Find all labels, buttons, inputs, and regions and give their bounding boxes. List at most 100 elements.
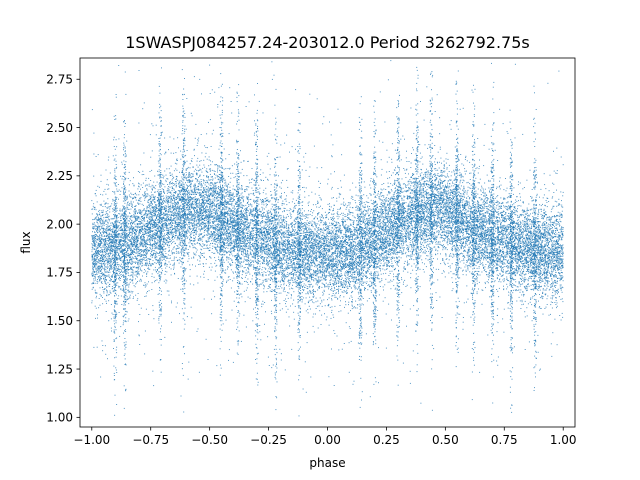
data-point: [299, 153, 300, 154]
data-point: [103, 191, 104, 192]
data-point: [410, 181, 411, 182]
data-point: [262, 208, 263, 209]
data-point: [284, 192, 285, 193]
data-point: [134, 212, 135, 213]
data-point: [397, 131, 398, 132]
data-point: [244, 242, 245, 243]
data-point: [359, 179, 360, 180]
data-point: [240, 271, 241, 272]
data-point: [246, 275, 247, 276]
data-point: [230, 182, 231, 183]
data-point: [416, 135, 417, 136]
data-point: [292, 146, 293, 147]
data-point: [294, 220, 295, 221]
data-point: [116, 320, 117, 321]
data-point: [437, 253, 438, 254]
data-point: [535, 160, 536, 161]
data-point: [351, 266, 352, 267]
data-point: [186, 178, 187, 179]
data-point: [238, 343, 239, 344]
data-point: [307, 255, 308, 256]
data-point: [417, 172, 418, 173]
data-point: [237, 341, 238, 342]
data-point: [282, 246, 283, 247]
data-point: [118, 264, 119, 265]
data-point: [552, 274, 553, 275]
data-point: [510, 304, 511, 305]
data-point: [121, 226, 122, 227]
data-point: [487, 250, 488, 251]
data-point: [404, 170, 405, 171]
data-point: [237, 181, 238, 182]
data-point: [276, 143, 277, 144]
data-point: [297, 231, 298, 232]
data-point: [442, 273, 443, 274]
data-point: [425, 250, 426, 251]
data-point: [535, 187, 536, 188]
data-point: [351, 341, 352, 342]
data-point: [149, 290, 150, 291]
data-point: [369, 246, 370, 247]
data-point: [275, 300, 276, 301]
data-point: [415, 212, 416, 213]
data-point: [305, 285, 306, 286]
data-point: [310, 300, 311, 301]
data-point: [493, 87, 494, 88]
data-point: [206, 176, 207, 177]
data-point: [512, 283, 513, 284]
data-point: [375, 159, 376, 160]
data-point: [382, 169, 383, 170]
data-point: [511, 285, 512, 286]
data-point: [554, 226, 555, 227]
data-point: [561, 237, 562, 238]
data-point: [257, 332, 258, 333]
data-point: [99, 236, 100, 237]
data-point: [178, 223, 179, 224]
data-point: [137, 256, 138, 257]
data-point: [466, 232, 467, 233]
data-point: [307, 291, 308, 292]
data-point: [250, 246, 251, 247]
data-point: [176, 253, 177, 254]
data-point: [257, 285, 258, 286]
data-point: [458, 314, 459, 315]
data-point: [451, 277, 452, 278]
data-point: [544, 194, 545, 195]
data-point: [537, 273, 538, 274]
data-point: [438, 176, 439, 177]
data-point: [519, 232, 520, 233]
data-point: [261, 304, 262, 305]
data-point: [393, 276, 394, 277]
data-point: [320, 197, 321, 198]
data-point: [198, 167, 199, 168]
data-point: [236, 164, 237, 165]
data-point: [441, 226, 442, 227]
data-point: [201, 134, 202, 135]
data-point: [474, 304, 475, 305]
data-point: [550, 222, 551, 223]
data-point: [444, 171, 445, 172]
data-point: [304, 215, 305, 216]
data-point: [228, 226, 229, 227]
data-point: [352, 253, 353, 254]
data-point: [558, 256, 559, 257]
data-point: [132, 291, 133, 292]
data-point: [345, 258, 346, 259]
data-point: [100, 252, 101, 253]
data-point: [160, 116, 161, 117]
data-point: [498, 265, 499, 266]
data-point: [105, 266, 106, 267]
data-point: [115, 185, 116, 186]
data-point: [326, 214, 327, 215]
data-point: [133, 194, 134, 195]
data-point: [510, 370, 511, 371]
data-point: [360, 407, 361, 408]
data-point: [448, 263, 449, 264]
data-point: [98, 307, 99, 308]
data-point: [255, 123, 256, 124]
data-point: [153, 187, 154, 188]
data-point: [137, 271, 138, 272]
data-point: [556, 221, 557, 222]
data-point: [368, 220, 369, 221]
data-point: [398, 292, 399, 293]
